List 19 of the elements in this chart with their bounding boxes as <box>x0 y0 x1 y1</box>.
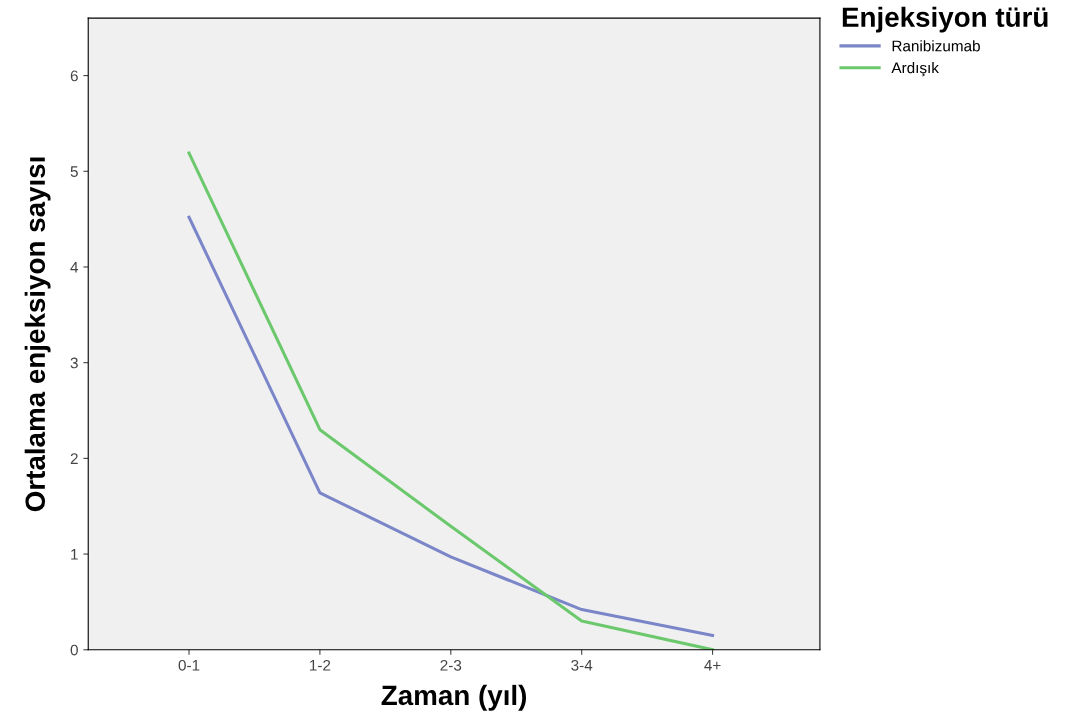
x-tick-label: 1-2 <box>310 659 331 671</box>
legend-label: Ardışık <box>891 62 939 77</box>
x-tick-label: 3-4 <box>571 659 593 671</box>
line-series <box>187 151 715 650</box>
y-tick-label: 3 <box>70 357 78 369</box>
x-tick-label: 2-3 <box>440 659 462 671</box>
x-axis-title: Zaman (yıl) <box>381 684 527 711</box>
legend-title: Enjeksiyon türü <box>842 6 1048 33</box>
line-series <box>187 215 715 637</box>
legend-label: Ranibizumab <box>892 40 980 52</box>
y-tick-label: 2 <box>70 453 78 464</box>
x-tick-label: 0-1 <box>178 659 200 671</box>
y-tick-label: 4 <box>70 262 79 273</box>
y-tick-label: 5 <box>70 166 78 177</box>
y-axis-title: Ortalama enjeksiyon sayısı <box>24 157 51 512</box>
y-tick-label: 1 <box>71 549 78 560</box>
y-tick-label: 6 <box>70 70 78 82</box>
x-tick-label: 4+ <box>704 660 721 671</box>
y-tick-label: 0 <box>70 644 78 656</box>
